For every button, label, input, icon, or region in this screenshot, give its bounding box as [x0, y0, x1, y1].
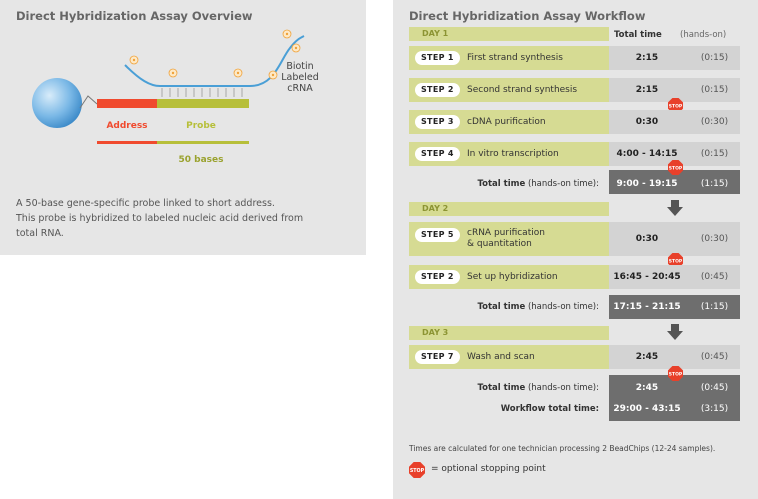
probe-length-bar [157, 141, 249, 144]
step-row: STEP 2 Second strand synthesis 2:15 (0:1… [409, 78, 740, 102]
bases-label: 50 bases [179, 155, 224, 165]
svg-text:STOP: STOP [410, 468, 425, 474]
desc-line-2: This probe is hybridized to labeled nucl… [16, 213, 304, 224]
step-row: STEP 4 In vitro transcription 4:00 - 14:… [409, 142, 740, 166]
overview-description: A 50-base gene-specific probe linked to … [16, 196, 356, 241]
col-handson-header: (hands-on) [680, 30, 727, 40]
total-time: 9:00 - 19:15 [616, 179, 678, 189]
step-time: 4:00 - 14:15 [616, 149, 678, 159]
day3-header: DAY 3 [409, 326, 609, 340]
workflow-panel: Direct Hybridization Assay Workflow DAY … [393, 0, 758, 499]
svg-text:STOP: STOP [669, 104, 683, 110]
step-badge: STEP 5 [415, 228, 460, 242]
step-handson: (0:45) [700, 272, 729, 282]
svg-text:STOP: STOP [669, 166, 683, 172]
step-row: STEP 7 Wash and scan 2:45 (0:45) [409, 345, 740, 369]
down-arrow-icon [667, 324, 683, 340]
probe-label: Probe [186, 121, 216, 131]
crna-strand [124, 35, 305, 87]
overview-panel: Direct Hybridization Assay Overview [0, 0, 366, 255]
step-badge: STEP 7 [415, 350, 460, 364]
step-row: STEP 5 cRNA purification & quantitation … [409, 222, 740, 256]
step-row: STEP 3 cDNA purification 0:30 (0:30) [409, 110, 740, 134]
day1-header: DAY 1 [409, 27, 609, 41]
step-label: cRNA purification & quantitation [467, 228, 545, 249]
down-arrow-icon [667, 200, 683, 216]
workflow-total-handson: (3:15) [700, 404, 729, 414]
stop-icon: STOP [668, 366, 683, 381]
total-row: Total time (hands-on time): 9:00 - 19:15… [409, 172, 740, 196]
stop-icon: STOP [668, 160, 683, 175]
total-handson: (0:45) [700, 383, 729, 393]
workflow-total-label: Workflow total time: [500, 404, 599, 414]
svg-text:STOP: STOP [669, 259, 683, 265]
address-label: Address [106, 121, 147, 131]
overview-title: Direct Hybridization Assay Overview [16, 9, 253, 23]
step-time: 2:15 [635, 53, 659, 63]
step-handson: (0:30) [700, 234, 729, 244]
labeled-label: Labeled [281, 72, 319, 83]
total-box [609, 295, 740, 319]
total-time: 17:15 - 21:15 [613, 302, 681, 312]
step-badge: STEP 2 [415, 83, 460, 97]
stop-icon: STOP [409, 462, 425, 478]
step-badge: STEP 3 [415, 115, 460, 129]
step-label: In vitro transcription [467, 149, 559, 159]
legend-text: = optional stopping point [431, 464, 546, 474]
total-handson: (1:15) [700, 179, 729, 189]
workflow-title: Direct Hybridization Assay Workflow [409, 9, 646, 23]
footnote: Times are calculated for one technician … [409, 444, 716, 453]
step-label: cDNA purification [467, 117, 546, 127]
step-handson: (0:15) [700, 85, 729, 95]
step-label: Set up hybridization [467, 272, 558, 282]
step-label: Second strand synthesis [467, 85, 578, 95]
col-total-header: Total time [614, 30, 662, 40]
step-label: First strand synthesis [467, 53, 563, 63]
probe-bar [157, 99, 249, 108]
crna-label: cRNA [287, 83, 313, 94]
workflow-total-time: 29:00 - 43:15 [613, 404, 681, 414]
step-time: 16:45 - 20:45 [613, 272, 681, 282]
step-row: STEP 2 Set up hybridization 16:45 - 20:4… [409, 265, 740, 289]
total-row: Total time (hands-on time): 2:45 (0:45) [409, 376, 740, 400]
biotin-labels [129, 29, 301, 80]
desc-line-3: total RNA. [16, 228, 64, 239]
address-length-bar [97, 141, 157, 144]
step-label: Wash and scan [467, 352, 535, 362]
step-row: STEP 1 First strand synthesis 2:15 (0:15… [409, 46, 740, 70]
step-time: 2:15 [635, 85, 659, 95]
bead [32, 78, 82, 128]
step-handson: (0:45) [700, 352, 729, 362]
total-label: Total time (hands-on time): [477, 302, 599, 312]
total-handson: (1:15) [700, 302, 729, 312]
hybridization-ticks [161, 88, 243, 97]
svg-text:STOP: STOP [669, 372, 683, 378]
step-handson: (0:15) [700, 53, 729, 63]
workflow-total-row: Workflow total time: 29:00 - 43:15 (3:15… [409, 397, 740, 421]
address-bar [97, 99, 157, 108]
total-box [609, 375, 740, 421]
desc-line-1: A 50-base gene-specific probe linked to … [16, 198, 275, 209]
step-handson: (0:15) [700, 149, 729, 159]
total-time: 2:45 [635, 383, 659, 393]
step-badge: STEP 1 [415, 51, 460, 65]
step-time: 2:45 [635, 352, 659, 362]
biotin-label: Biotin [286, 61, 313, 72]
stop-icon: STOP [668, 253, 683, 268]
hybridization-diagram: Biotin Labeled cRNA Address Probe 50 bas… [32, 29, 319, 165]
step-badge: STEP 2 [415, 270, 460, 284]
stop-icon: STOP [668, 98, 683, 113]
day2-header: DAY 2 [409, 202, 609, 216]
step-handson: (0:30) [700, 117, 729, 127]
linker [79, 95, 98, 109]
total-label: Total time (hands-on time): [477, 179, 599, 189]
step-time: 0:30 [635, 234, 659, 244]
total-row: Total time (hands-on time): 17:15 - 21:1… [409, 295, 740, 319]
step-badge: STEP 4 [415, 147, 460, 161]
total-label: Total time (hands-on time): [477, 383, 599, 393]
step-time: 0:30 [635, 117, 659, 127]
